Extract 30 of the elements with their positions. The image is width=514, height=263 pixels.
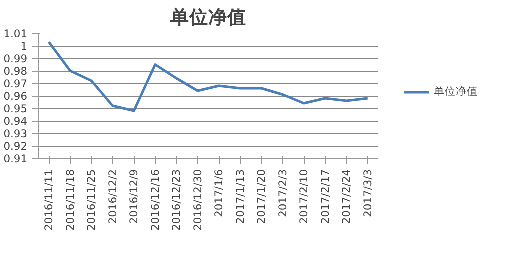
y-tick-label: 0.98 xyxy=(4,65,28,78)
x-tick-label: 2016/11/18 xyxy=(64,169,77,231)
x-tick-label: 2017/1/20 xyxy=(255,169,268,224)
y-tick-label: 0.95 xyxy=(4,102,28,116)
y-tick-label: 0.92 xyxy=(4,140,28,153)
y-tick-label: 0.99 xyxy=(4,52,28,66)
y-tick-label: 1.01 xyxy=(4,28,28,40)
x-tick-label: 2016/12/16 xyxy=(148,169,162,231)
x-tick-label: 2017/3/3 xyxy=(361,169,374,218)
x-tick-label: 2017/2/17 xyxy=(318,170,332,224)
x-tick-label: 2016/11/25 xyxy=(85,169,98,231)
x-tick-label: 2016/12/30 xyxy=(191,169,204,231)
x-tick-label: 2016/12/2 xyxy=(106,170,120,224)
x-tick-label: 2016/12/9 xyxy=(128,169,141,224)
x-tick-label: 2016/12/23 xyxy=(170,169,184,231)
chart-title: 单位净值 xyxy=(170,6,246,28)
x-tick-label: 2017/1/6 xyxy=(212,169,226,218)
legend-label: 单位净值 xyxy=(434,84,478,98)
y-tick-label: 0.96 xyxy=(4,90,28,103)
x-tick-label: 2017/2/3 xyxy=(276,169,290,218)
y-tick-label: 1 xyxy=(20,40,28,53)
x-tick-label: 2017/1/13 xyxy=(234,170,247,224)
x-tick-label: 2017/2/10 xyxy=(298,169,311,224)
x-tick-label: 2016/11/11 xyxy=(42,169,56,231)
y-tick-label: 0.94 xyxy=(4,115,28,128)
y-tick-label: 0.91 xyxy=(4,152,28,166)
y-tick-label: 0.97 xyxy=(4,78,28,90)
x-tick-label: 2017/2/24 xyxy=(340,169,354,224)
y-tick-label: 0.93 xyxy=(4,128,28,140)
line-series xyxy=(48,41,370,112)
